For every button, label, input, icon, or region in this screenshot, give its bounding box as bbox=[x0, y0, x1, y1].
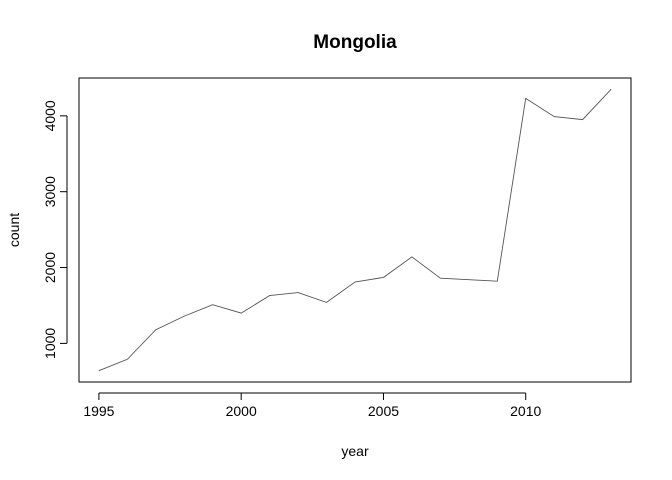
y-axis: 1000 2000 3000 4000 bbox=[42, 100, 68, 359]
y-tick-label: 3000 bbox=[42, 176, 58, 207]
x-axis: 1995 2000 2005 2010 bbox=[83, 392, 542, 419]
y-tick-label: 1000 bbox=[42, 328, 58, 359]
y-axis-label: count bbox=[6, 213, 22, 247]
series-line bbox=[98, 88, 612, 372]
x-tick-label: 2010 bbox=[510, 403, 541, 419]
x-axis-label: year bbox=[341, 443, 369, 459]
series-group bbox=[98, 88, 612, 372]
y-tick-label: 2000 bbox=[42, 252, 58, 283]
x-tick-label: 2005 bbox=[368, 403, 399, 419]
x-tick-label: 1995 bbox=[83, 403, 114, 419]
chart-title: Mongolia bbox=[313, 32, 397, 53]
x-tick-label: 2000 bbox=[226, 403, 257, 419]
y-tick-label: 4000 bbox=[42, 100, 58, 131]
plot-frame bbox=[78, 77, 632, 383]
